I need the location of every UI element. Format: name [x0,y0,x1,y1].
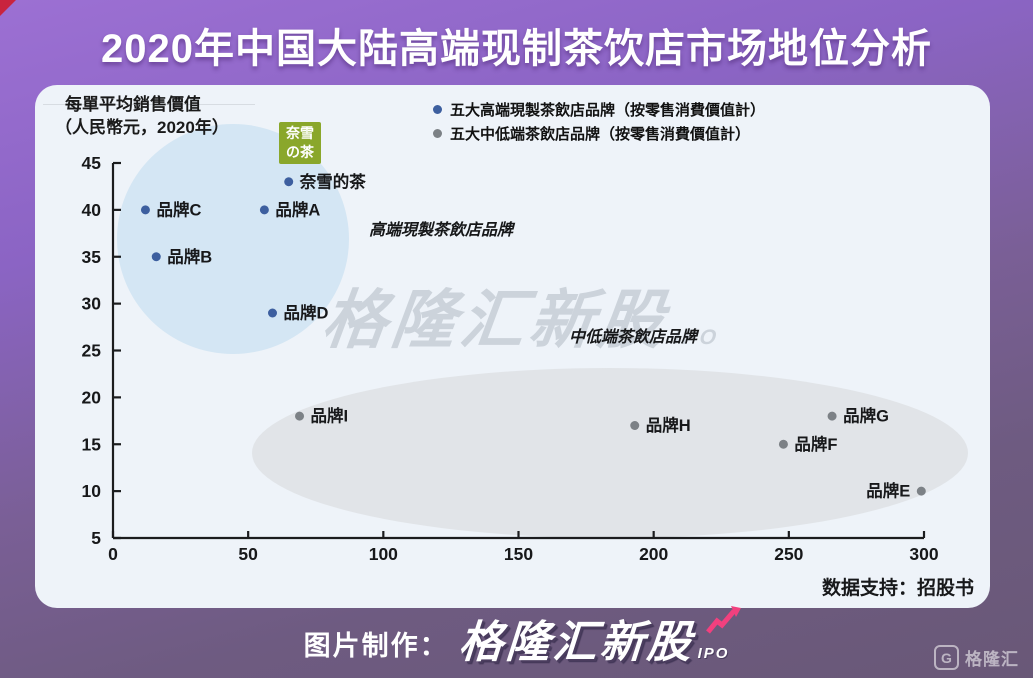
legend-label: 五大高端現製茶飲店品牌（按零售消費價值計） [450,102,766,119]
y-axis-tick-label: 35 [82,247,102,267]
data-point-品牌H [630,421,640,430]
legend-item-midlow: 五大中低端茶飲店品牌（按零售消費價值計） [433,123,765,144]
y-axis-tick-label: 40 [82,200,102,220]
data-point-品牌G [827,411,837,421]
data-point-品牌A [259,205,269,215]
gelonghui-g-icon: G [934,645,959,670]
corner-red-decoration [0,0,16,16]
data-point-label: 品牌I [311,406,349,426]
nayuki-logo-line1: 奈雪 [286,125,314,141]
data-point-label: 品牌E [866,481,910,501]
x-axis-tick-label: 0 [108,544,118,564]
data-point-奈雪的茶 [284,177,294,187]
data-point-label: 奈雪的茶 [299,171,367,191]
data-point-品牌D [267,308,277,318]
x-axis-tick-label: 250 [774,544,803,564]
data-point-品牌B [151,252,161,262]
x-axis-tick-label: 150 [504,544,533,564]
legend-dot-blue-icon [433,105,442,114]
y-axis-title-line1: 每單平均銷售價值 [65,95,201,114]
trend-arrow-icon [706,606,742,634]
y-axis-title-line2: （人民幣元，2020年） [55,118,229,137]
y-axis-tick-label: 45 [82,153,102,173]
nayuki-brand-logo: 奈雪 の茶 [279,122,321,164]
y-axis-title: 每單平均銷售價值 （人民幣元，2020年） [55,93,229,139]
y-axis-tick-label: 20 [82,387,102,407]
legend-label: 五大中低端茶飲店品牌（按零售消費價值計） [450,126,751,143]
scatter-plot: 45 40 35 30 25 20 15 10 50 50 100 150 200 250 300 奈雪的茶品… [82,124,968,564]
data-point-品牌C [140,205,150,215]
footer-brand-ipo: IPO [697,645,730,662]
footer-brand-name: 格隆汇新股 [456,618,696,667]
nayuki-logo-line2: の茶 [286,144,314,160]
cluster-label-midlow: 中低端茶飲店品牌 [569,329,698,346]
data-point-label: 品牌F [794,434,837,454]
cluster-label-highend: 高端現製茶飲店品牌 [369,222,514,239]
y-axis-tick-label: 10 [82,481,102,501]
x-axis-tick-label: 200 [639,544,668,564]
decorative-line [43,104,255,105]
data-point-label: 品牌A [275,199,320,219]
y-axis-tick-label: 5 [91,528,101,548]
data-point-label: 品牌D [283,303,328,323]
page-title: 2020年中国大陆高端现制茶饮店市场地位分析 [101,27,932,71]
footer-banner: 图片制作： 格隆汇新股 IPO [0,606,1033,678]
chart-panel: 45 40 35 30 25 20 15 10 5 0 50 100 150 200 250 300 奈雪的茶品… [35,85,990,608]
legend-item-highend: 五大高端現製茶飲店品牌（按零售消費價值計） [433,99,765,120]
data-point-品牌E [916,486,926,496]
y-axis-tick-label: 15 [82,434,102,454]
midlow-cluster-ellipse [252,368,968,538]
footer-brand-logo: 格隆汇新股 IPO [456,606,742,667]
footer-credit-label: 图片制作： [303,630,449,661]
data-point-品牌F [778,439,788,449]
y-axis-tick-label: 30 [82,294,102,314]
data-point-label: 品牌H [646,415,691,435]
data-point-label: 品牌G [843,406,889,426]
y-axis-tick-label: 25 [82,341,102,361]
legend-dot-gray-icon [433,129,442,138]
data-point-label: 品牌B [167,246,212,266]
x-axis-tick-label: 100 [369,544,398,564]
x-axis-tick-label: 50 [238,544,258,564]
gelonghui-corner-logo: G 格隆汇 [934,645,1019,670]
gelonghui-logo-text: 格隆汇 [965,650,1019,669]
legend: 五大高端現製茶飲店品牌（按零售消費價值計） 五大中低端茶飲店品牌（按零售消費價值… [433,99,765,144]
data-point-品牌I [295,411,305,421]
data-source-note: 数据支持：招股书 [821,578,974,599]
data-point-label: 品牌C [156,199,201,219]
x-axis-tick-label: 300 [909,544,938,564]
